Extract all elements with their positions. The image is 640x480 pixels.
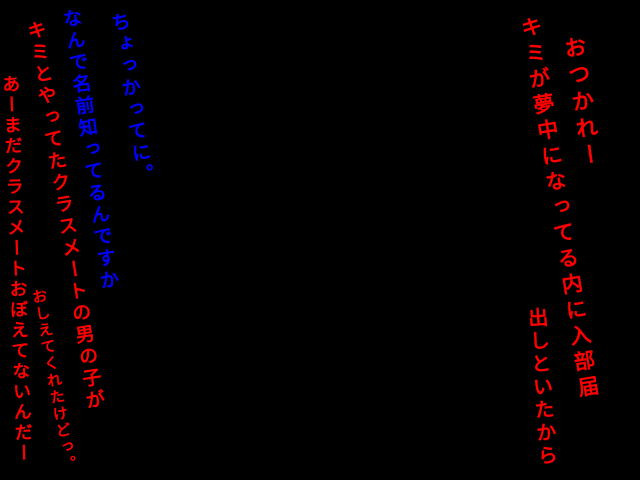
handwritten-text-mada-oboetenai: あーまだクラスメートおぼえてないんだー — [0, 74, 34, 465]
handwritten-text-otsukare: おつかれー — [559, 34, 603, 172]
handwritten-text-dashitoita: 出しといたから — [524, 306, 560, 469]
handwritten-text-chotto-katteni: ちょっかってに。 — [107, 10, 157, 188]
